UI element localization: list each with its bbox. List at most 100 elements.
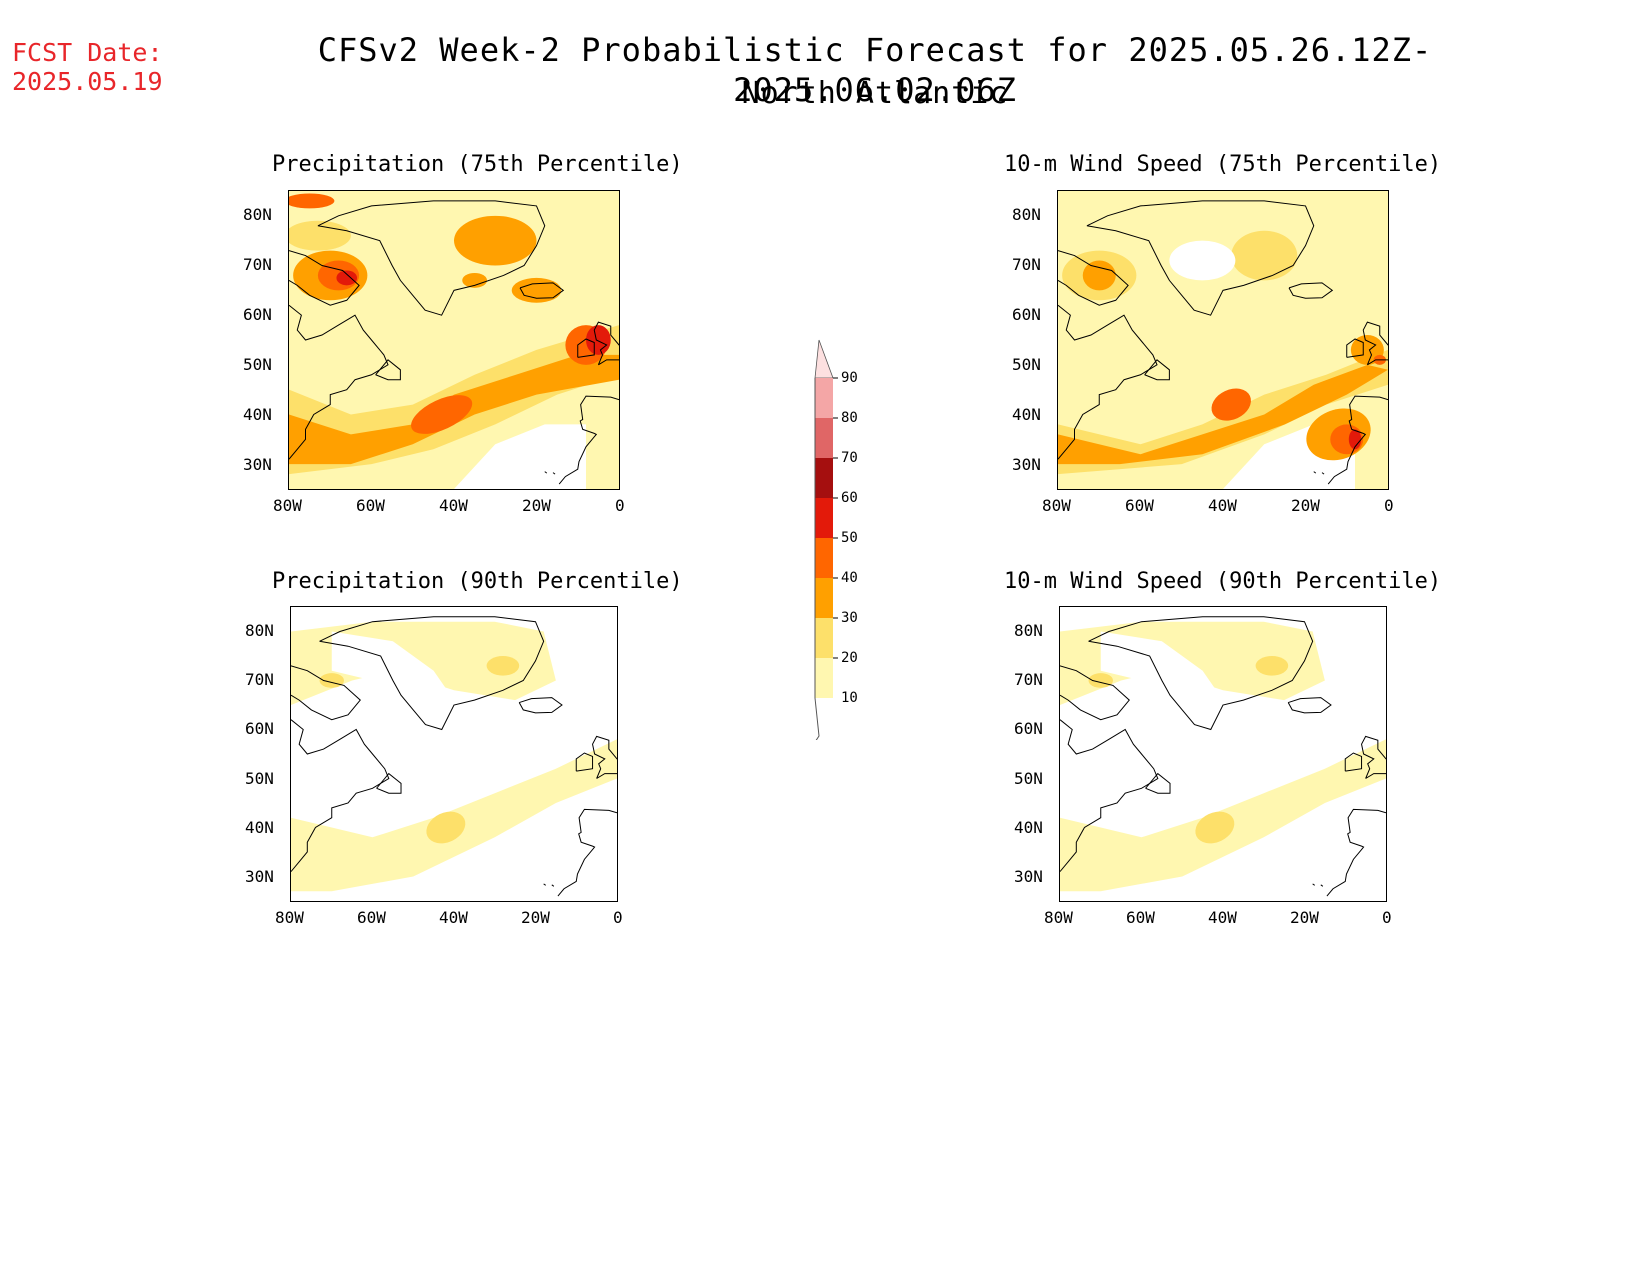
lon-tick-label: 80W <box>273 496 302 515</box>
panel-title: 10-m Wind Speed (75th Percentile) <box>1004 152 1442 177</box>
lat-tick-label: 30N <box>245 867 274 887</box>
coastline <box>558 395 619 485</box>
coastline <box>1362 321 1388 366</box>
lon-tick-label: 80W <box>275 908 304 927</box>
colorbar-label: 90 <box>841 370 858 386</box>
coastline <box>593 321 619 366</box>
shading-30 <box>454 215 537 266</box>
coastline <box>1326 808 1386 897</box>
coastline <box>518 697 563 714</box>
shading-20 <box>1231 230 1298 281</box>
colorbar-swatch <box>815 498 833 538</box>
coastline <box>557 808 617 897</box>
lat-tick-label: 50N <box>1014 768 1043 788</box>
map-precip-75 <box>288 190 620 490</box>
lat-tick-label: 80N <box>243 205 272 224</box>
colorbar-swatch <box>815 658 833 698</box>
coastline <box>1088 616 1314 731</box>
colorbar-label: 70 <box>841 450 858 466</box>
page-title: CFSv2 Week-2 Probabilistic Forecast for … <box>317 31 1433 109</box>
lon-tick-label: 20W <box>1290 908 1319 927</box>
lon-tick-label: 0 <box>613 908 623 927</box>
shading-40 <box>411 395 473 434</box>
colorbar-label: 40 <box>841 570 858 586</box>
coastline <box>317 200 546 316</box>
coastline <box>289 250 360 306</box>
lat-tick-label: 30N <box>243 455 272 474</box>
lat-tick-label: 60N <box>243 305 272 324</box>
lon-tick-label: 60W <box>357 908 386 927</box>
coastline <box>289 304 389 460</box>
page-subtitle: North Atlantic <box>741 76 1009 111</box>
lon-tick-label: 0 <box>1384 496 1394 515</box>
coastline <box>1327 395 1388 485</box>
lat-tick-label: 70N <box>1014 670 1043 689</box>
colorbar-label: 80 <box>841 410 858 426</box>
shading-30 <box>511 277 562 303</box>
coastline <box>1312 883 1315 886</box>
panel-title: Precipitation (90th Percentile) <box>272 569 683 594</box>
shading-20 <box>289 220 351 251</box>
coastline <box>1060 665 1130 721</box>
lon-tick-label: 60W <box>356 496 385 515</box>
colorbar-swatch <box>815 418 833 458</box>
shading-below-10 <box>331 631 454 701</box>
forecast-date-label: FCST Date: 2025.05.19 <box>12 38 163 96</box>
lat-tick-label: 80N <box>1012 205 1041 224</box>
shading-below-10 <box>1169 240 1236 281</box>
lon-tick-label: 80W <box>1042 496 1071 515</box>
lat-tick-label: 40N <box>245 818 274 837</box>
coastline <box>544 471 548 474</box>
map-wind-75 <box>1057 190 1389 490</box>
shading-20 <box>1195 811 1235 844</box>
coastline <box>1288 282 1334 299</box>
lat-tick-label: 60N <box>1014 719 1043 739</box>
lat-tick-label: 40N <box>1012 405 1041 424</box>
colorbar <box>805 330 865 744</box>
shading-20 <box>426 811 466 844</box>
lat-tick-label: 70N <box>1012 255 1041 274</box>
lon-tick-label: 20W <box>522 496 551 515</box>
shading-50 <box>1348 429 1362 450</box>
lat-tick-label: 30N <box>1012 455 1041 474</box>
lon-tick-label: 40W <box>439 496 468 515</box>
colorbar-bottom-arrow <box>814 697 820 743</box>
lon-tick-label: 0 <box>615 496 625 515</box>
lat-tick-label: 70N <box>245 670 274 689</box>
coastline <box>375 359 401 381</box>
map-canvas <box>1060 607 1386 901</box>
coastline <box>1320 884 1324 887</box>
colorbar-swatch <box>815 378 833 418</box>
shading-50 <box>336 270 358 286</box>
coastline <box>1144 359 1170 381</box>
colorbar-label: 60 <box>841 490 858 506</box>
lon-tick-label: 40W <box>1208 496 1237 515</box>
lon-tick-label: 20W <box>521 908 550 927</box>
coastline <box>291 665 361 721</box>
panel-title: 10-m Wind Speed (90th Percentile) <box>1004 569 1442 594</box>
shading-below-10 <box>1100 631 1223 701</box>
coastline <box>592 735 617 779</box>
shading-20 <box>486 656 520 676</box>
colorbar-label: 20 <box>841 650 858 666</box>
shading-50 <box>586 325 611 355</box>
coastline <box>1058 304 1158 460</box>
colorbar-label: 50 <box>841 530 858 546</box>
shading-40 <box>289 193 335 209</box>
shading-30 <box>1058 364 1388 465</box>
coastline <box>575 752 594 772</box>
coastline <box>577 338 595 358</box>
coastline <box>1060 719 1159 872</box>
lat-tick-label: 50N <box>245 768 274 788</box>
lon-tick-label: 80W <box>1044 908 1073 927</box>
fcst-date-value: 2025.05.19 <box>12 67 163 96</box>
coastline <box>1086 200 1315 316</box>
coastline <box>291 719 390 872</box>
coastline <box>1313 471 1317 474</box>
lat-tick-label: 50N <box>243 355 272 374</box>
coastline <box>519 282 565 299</box>
lat-tick-label: 30N <box>1014 867 1043 887</box>
map-precip-90 <box>290 606 618 902</box>
map-wind-90 <box>1059 606 1387 902</box>
lat-tick-label: 50N <box>1012 355 1041 374</box>
